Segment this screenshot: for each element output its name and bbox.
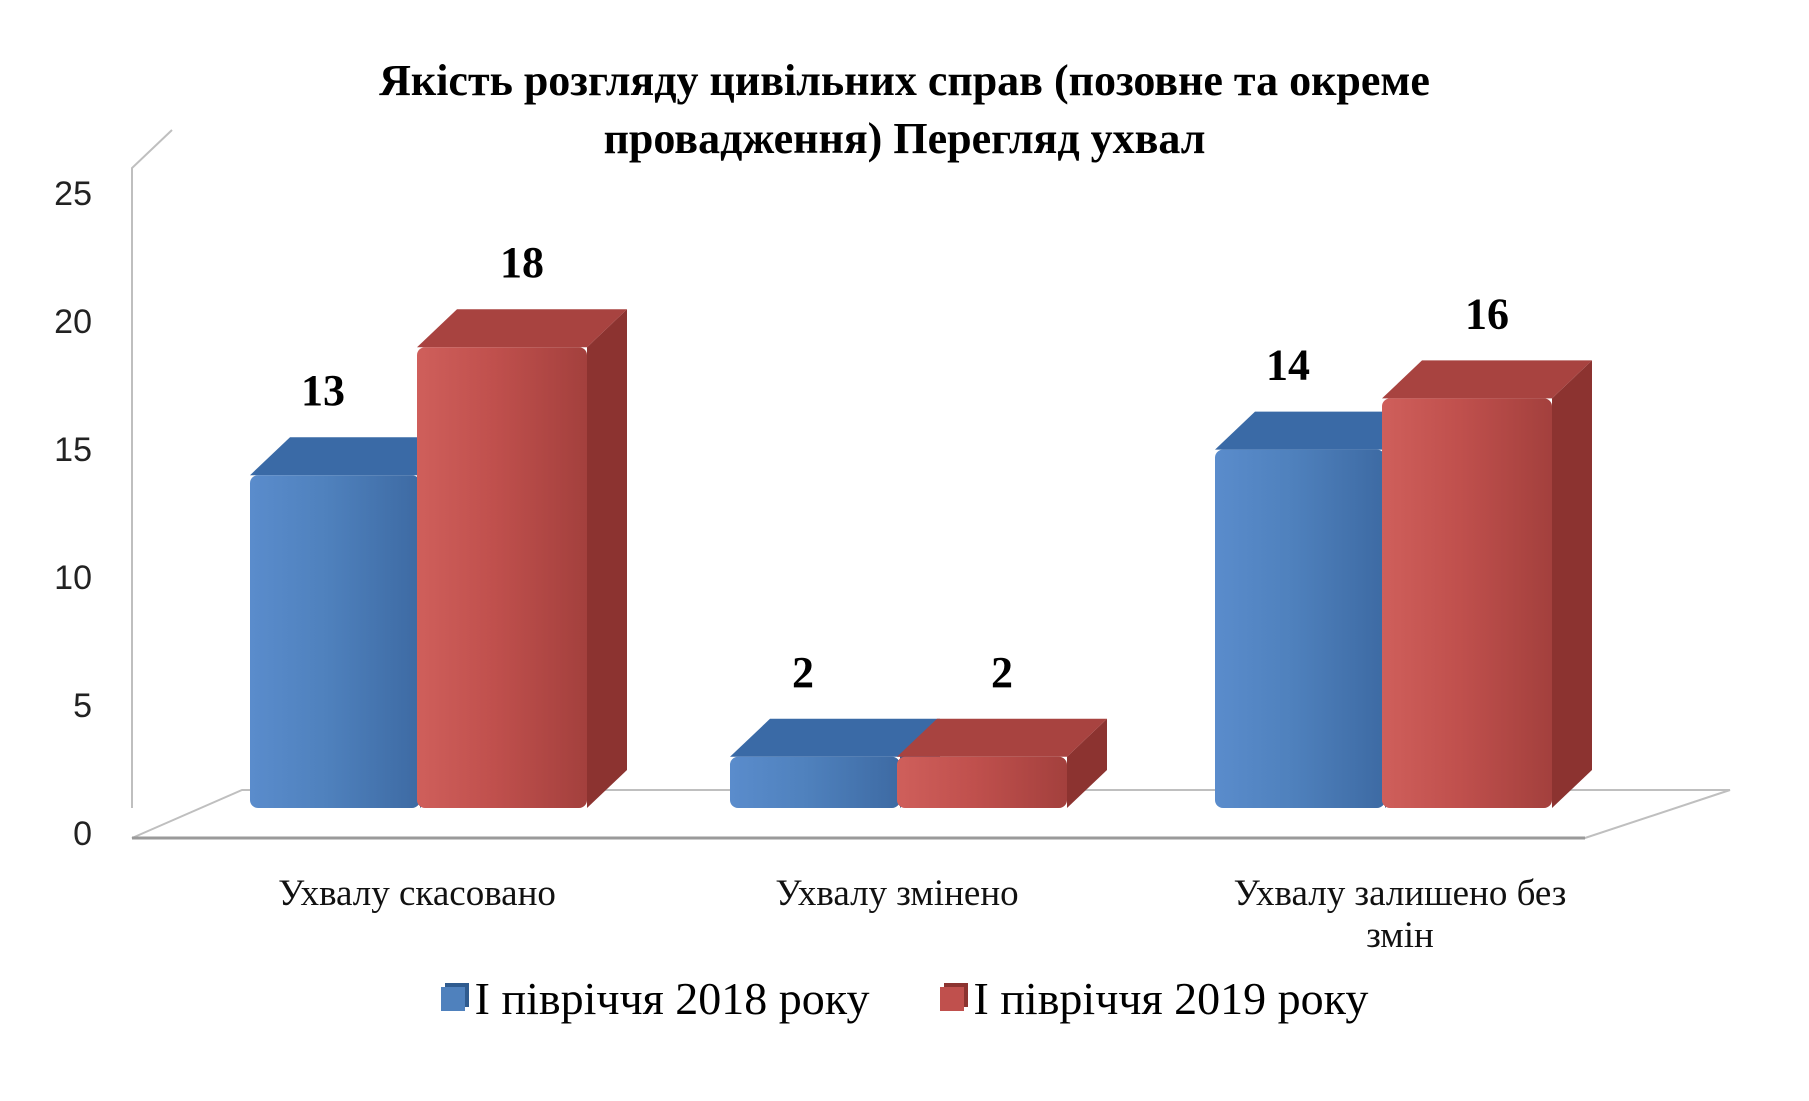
bar xyxy=(1382,398,1552,808)
back-wall xyxy=(131,129,173,808)
legend-label-2018: І півріччя 2018 року xyxy=(474,973,870,1024)
chart-title-line-2: провадження) Перегляд ухвал xyxy=(603,114,1206,163)
legend-item-2018: І півріччя 2018 року xyxy=(440,972,870,1025)
category-label: Ухвалу змінено xyxy=(775,873,1018,914)
legend: І півріччя 2018 року І півріччя 2019 рок… xyxy=(0,972,1809,1025)
labels: 13 18 Ухвалу скасовано 2 2 Ухвалу змінено 14 16… xyxy=(278,238,1566,956)
legend-swatch-2018 xyxy=(440,986,465,1011)
bar-side xyxy=(1552,360,1592,808)
bar xyxy=(730,756,900,808)
category-label: Ухвалу залишено без xyxy=(1234,873,1567,914)
bar-top xyxy=(1382,360,1592,399)
bar xyxy=(897,756,1067,808)
y-tick-label: 10 xyxy=(54,559,92,597)
legend-swatch-2019 xyxy=(939,986,964,1011)
category-label: змін xyxy=(1366,915,1434,956)
bar-side xyxy=(587,309,627,808)
bars xyxy=(250,309,1592,808)
chart-title: Якість розгляду цивільних справ (позовне… xyxy=(0,52,1809,168)
data-label: 2 xyxy=(792,648,814,697)
data-label: 2 xyxy=(991,648,1013,697)
data-label: 13 xyxy=(301,366,345,415)
data-label: 14 xyxy=(1266,341,1310,390)
y-tick-label: 15 xyxy=(54,431,92,469)
bar-top xyxy=(730,718,940,757)
bar xyxy=(1215,449,1385,808)
bar-top xyxy=(897,718,1107,757)
y-tick-label: 0 xyxy=(73,815,92,853)
data-label: 18 xyxy=(500,238,544,287)
chart-title-line-1: Якість розгляду цивільних справ (позовне… xyxy=(379,56,1430,105)
legend-item-2019: І півріччя 2019 року xyxy=(939,972,1369,1025)
bar xyxy=(417,347,587,808)
bar-top xyxy=(250,437,460,476)
y-tick-label: 5 xyxy=(73,687,92,725)
bar xyxy=(250,475,420,808)
bar-top xyxy=(417,309,627,348)
bar-top xyxy=(1215,411,1425,450)
y-tick-label: 25 xyxy=(54,175,92,213)
legend-label-2019: І півріччя 2019 року xyxy=(973,973,1369,1024)
bar-side xyxy=(1067,718,1107,808)
data-label: 16 xyxy=(1465,289,1509,338)
category-label: Ухвалу скасовано xyxy=(278,873,556,914)
y-tick-label: 20 xyxy=(54,303,92,341)
